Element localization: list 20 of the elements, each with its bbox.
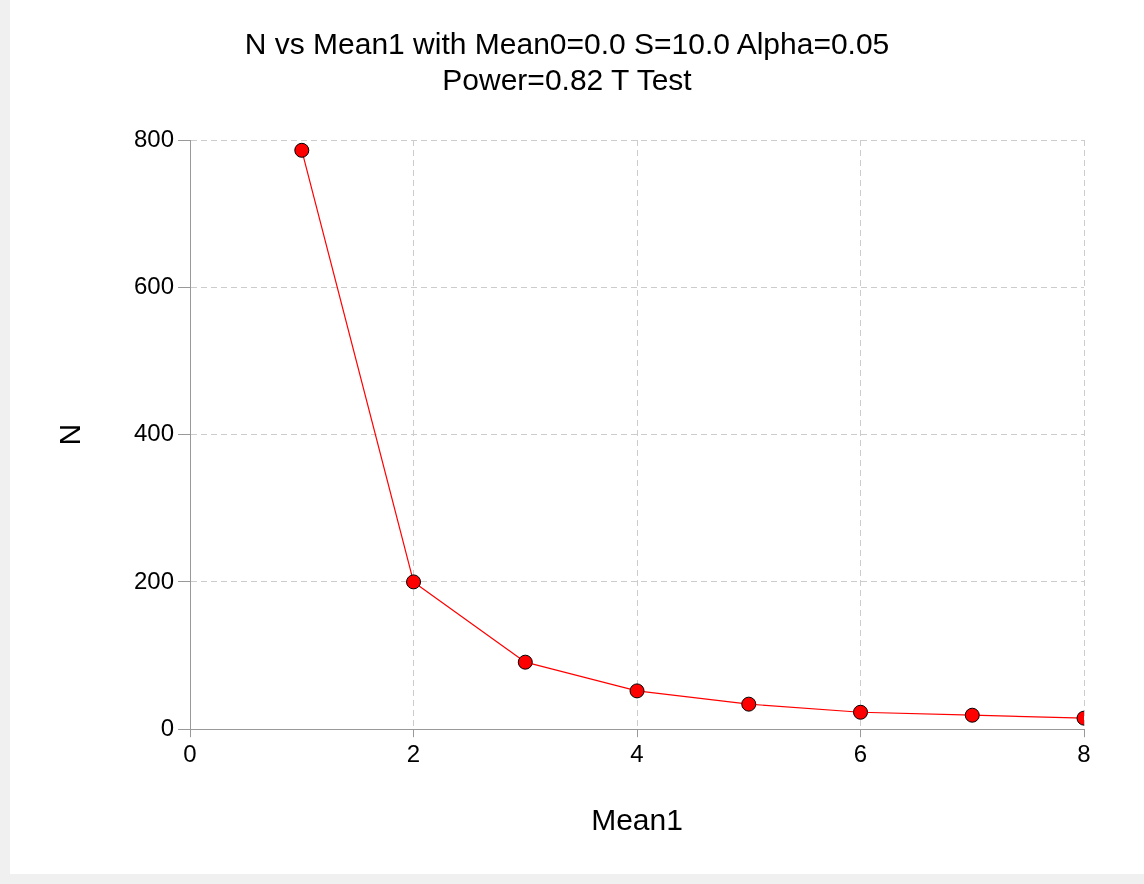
y-tick-label: 200 — [134, 566, 175, 594]
point — [517, 654, 533, 670]
x-tick-label: 6 — [853, 740, 868, 768]
point — [853, 704, 869, 720]
y-tick-label: 800 — [134, 124, 175, 152]
x-tick-label: 2 — [406, 740, 421, 768]
y-axis-title: N — [53, 423, 87, 446]
y-tick-label: 600 — [134, 271, 175, 299]
chart-title: N vs Mean1 with Mean0=0.0 S=10.0 Alpha=0.05 Power=0.82 T Test — [244, 27, 890, 97]
x-tick-label: 8 — [1077, 740, 1091, 768]
x-tick-label: 4 — [630, 740, 644, 768]
x-axis-title: Mean1 — [591, 803, 683, 837]
point — [294, 142, 310, 158]
point — [741, 696, 757, 712]
point — [406, 574, 422, 590]
x-tick-label: 0 — [183, 740, 197, 768]
point — [964, 707, 980, 723]
y-tick-label: 400 — [134, 419, 175, 447]
point — [629, 683, 645, 699]
y-tick-label: 0 — [160, 713, 175, 741]
